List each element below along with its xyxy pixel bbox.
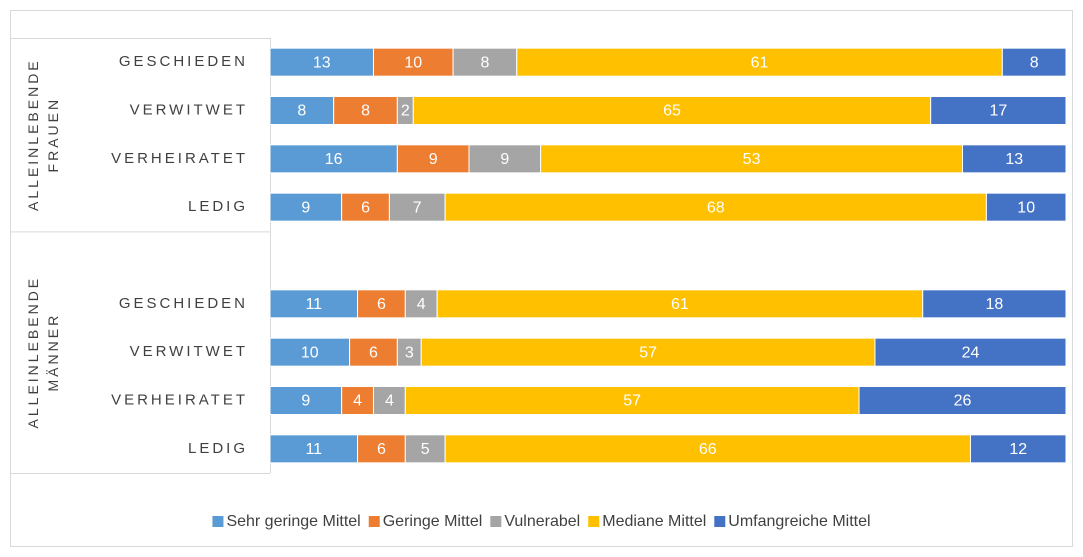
data-label: 11 (305, 441, 322, 458)
bar-segment (436, 289, 924, 319)
data-label: 10 (1017, 199, 1035, 216)
bar-segment (333, 96, 398, 125)
bar-segment (404, 289, 438, 319)
data-label: 17 (989, 103, 1007, 120)
data-label: 12 (1009, 441, 1027, 458)
bar-segment (372, 47, 454, 77)
data-label: 4 (385, 393, 394, 410)
data-label: 18 (985, 296, 1003, 313)
bar-segment (922, 289, 1067, 319)
bar-segment (444, 192, 987, 222)
data-label: 10 (301, 344, 319, 361)
data-label: 4 (417, 296, 426, 313)
bar-segment (452, 47, 518, 77)
bar-segment (269, 192, 343, 222)
y-tick-label: VERHEIRATET (111, 150, 248, 167)
bar-segment (930, 96, 1067, 125)
data-label: 3 (405, 344, 414, 361)
data-label: 4 (353, 393, 362, 410)
data-label: 13 (1005, 151, 1023, 168)
bar-segment (1001, 47, 1067, 77)
bar-segment (420, 337, 876, 367)
bar-segment (874, 337, 1067, 367)
data-label: 57 (639, 344, 657, 361)
group-label: ALLEINLEBENDE FRAUEN (25, 58, 61, 211)
bar-segment (404, 386, 860, 415)
bar-segment (357, 289, 406, 319)
legend-swatch (368, 516, 380, 527)
y-tick-label: VERWITWET (130, 101, 248, 118)
legend-swatch (490, 516, 502, 527)
data-label: 53 (743, 151, 761, 168)
y-tick-label: LEDIG (188, 198, 248, 215)
data-label: 8 (297, 103, 306, 120)
data-label: 61 (671, 296, 689, 313)
legend-label: Sehr geringe Mittel (226, 513, 360, 530)
y-tick-label: GESCHIEDEN (119, 295, 248, 312)
legend-swatch (588, 516, 600, 527)
data-label: 8 (361, 103, 370, 120)
legend-label: Geringe Mittel (383, 513, 483, 530)
data-label: 2 (401, 103, 410, 120)
data-label: 8 (480, 54, 489, 71)
y-tick-label: LEDIG (188, 440, 248, 457)
y-tick-label: GESCHIEDEN (119, 53, 248, 70)
bar-segment (404, 434, 446, 464)
data-label: 6 (377, 296, 386, 313)
group-label: ALLEINLEBENDE MÄNNER (25, 276, 61, 429)
data-label: 24 (962, 344, 980, 361)
data-label: 7 (413, 199, 422, 216)
bar-segment (357, 434, 406, 464)
bar-segment (372, 386, 406, 415)
chart-frame (10, 10, 1073, 547)
data-label: 26 (954, 393, 972, 410)
data-label: 8 (1030, 54, 1039, 71)
legend-label: Umfangreiche Mittel (728, 513, 870, 530)
legend-swatch (212, 516, 224, 527)
bar-segment (269, 96, 335, 125)
bar-segment (468, 144, 542, 174)
data-label: 66 (699, 441, 717, 458)
bar-segment (341, 386, 374, 415)
legend-label: Vulnerabel (504, 513, 580, 530)
bar-segment (969, 434, 1067, 464)
data-label: 6 (361, 199, 370, 216)
bar-segment (412, 96, 932, 125)
bar-segment (962, 144, 1067, 174)
y-tick-label: VERWITWET (130, 343, 248, 360)
legend-swatch (714, 516, 726, 527)
data-label: 6 (377, 441, 386, 458)
bar-segment (858, 386, 1067, 415)
data-label: 5 (421, 441, 430, 458)
data-label: 61 (751, 54, 769, 71)
data-label: 9 (301, 199, 310, 216)
bar-segment (269, 144, 398, 174)
data-label: 9 (429, 151, 438, 168)
data-label: 6 (369, 344, 378, 361)
data-label: 9 (301, 393, 310, 410)
bar-segment (349, 337, 398, 367)
bar-segment (985, 192, 1067, 222)
data-label: 16 (325, 151, 343, 168)
legend: Sehr geringe Mittel Geringe Mittel Vulnera… (212, 513, 871, 530)
bar-segment (388, 192, 446, 222)
data-label: 65 (663, 103, 681, 120)
bar-segment (269, 337, 351, 367)
bar-segment (269, 289, 359, 319)
data-label: 9 (500, 151, 509, 168)
data-label: 13 (313, 54, 331, 71)
data-label: 68 (707, 199, 725, 216)
data-label: 11 (305, 296, 322, 313)
bar-segment (269, 386, 343, 415)
bar-segment (444, 434, 971, 464)
data-label: 57 (623, 393, 641, 410)
data-label: 10 (404, 54, 422, 71)
bar-segment (269, 47, 374, 77)
legend-label: Mediane Mittel (602, 513, 706, 530)
y-tick-label: VERHEIRATET (111, 391, 248, 408)
